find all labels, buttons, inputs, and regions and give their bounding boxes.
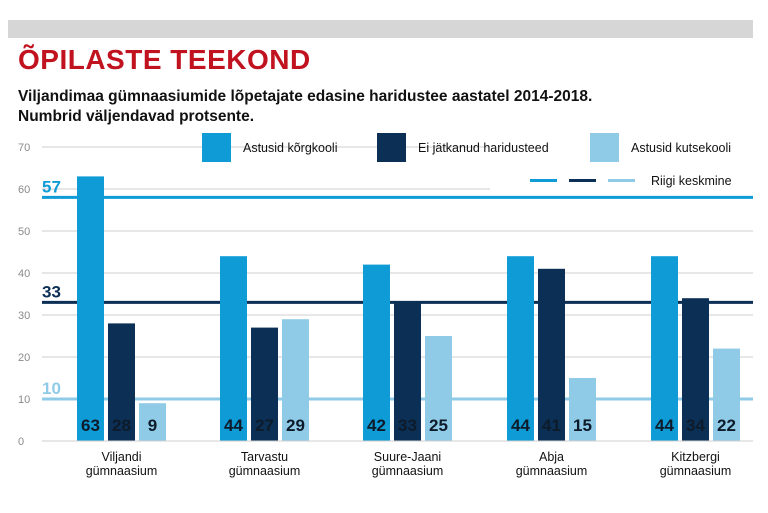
legend-label: Astusid kutsekooli [631, 141, 731, 155]
bar [139, 403, 166, 441]
bar [77, 176, 104, 441]
chart-subtitle: Viljandimaa gümnaasiumide lõpetajate eda… [18, 87, 592, 127]
legend-reference-dash [608, 179, 635, 182]
bar [651, 256, 678, 441]
bar-value-label: 44 [511, 416, 530, 435]
bar [538, 268, 565, 441]
bar-value-label: 25 [429, 416, 448, 435]
category-label: Viljandi [101, 450, 141, 464]
category-label: gümnaasium [229, 464, 301, 478]
y-tick-label: 50 [18, 226, 30, 238]
y-tick-label: 70 [18, 142, 30, 154]
reference-line-label: 33 [42, 282, 61, 301]
legend-reference-dash [569, 179, 596, 182]
bar-value-label: 27 [255, 416, 274, 435]
legend-label: Astusid kõrgkooli [243, 141, 338, 155]
bar-value-label: 44 [655, 416, 674, 435]
chart-title: ÕPILASTE TEEKOND [18, 44, 311, 75]
y-tick-label: 30 [18, 310, 30, 322]
top-banner-bar [8, 20, 753, 38]
legend-swatch [377, 133, 406, 162]
bar-value-label: 22 [717, 416, 736, 435]
legend-label: Ei jätkanud haridusteed [418, 141, 549, 155]
bar [251, 327, 278, 441]
bar-value-label: 34 [686, 416, 705, 435]
bar-value-label: 15 [573, 416, 592, 435]
subtitle-line-1: Viljandimaa gümnaasiumide lõpetajate eda… [18, 88, 593, 105]
bar-value-label: 33 [398, 416, 417, 435]
category-label: Tarvastu [241, 450, 288, 464]
legend-swatch [590, 133, 619, 162]
bar-value-label: 9 [148, 416, 157, 435]
bar [394, 302, 421, 441]
bar [108, 323, 135, 441]
bar-value-label: 63 [81, 416, 100, 435]
category-label: Abja [539, 450, 564, 464]
bar-value-label: 44 [224, 416, 243, 435]
y-tick-label: 40 [18, 268, 30, 280]
bar-value-label: 28 [112, 416, 131, 435]
bar-value-label: 42 [367, 416, 386, 435]
legend-swatch [202, 133, 231, 162]
category-label: gümnaasium [516, 464, 588, 478]
subtitle-line-2: Numbrid väljendavad protsente. [18, 108, 254, 125]
bar [569, 378, 596, 441]
category-label: gümnaasium [372, 464, 444, 478]
bar [713, 348, 740, 441]
y-tick-label: 10 [18, 394, 30, 406]
bar [682, 298, 709, 441]
category-label: gümnaasium [86, 464, 158, 478]
y-tick-label: 20 [18, 352, 30, 364]
bar [425, 336, 452, 441]
category-label: Kitzbergi [671, 450, 720, 464]
bar-value-label: 41 [542, 416, 561, 435]
bar [282, 319, 309, 441]
category-label: Suure-Jaani [374, 450, 441, 464]
bar [363, 264, 390, 441]
bar-value-label: 29 [286, 416, 305, 435]
category-label: gümnaasium [660, 464, 732, 478]
legend-reference-dash [530, 179, 557, 182]
y-tick-label: 0 [18, 436, 24, 448]
legend-reference-label: Riigi keskmine [651, 174, 732, 188]
bar [220, 256, 247, 441]
bar [507, 256, 534, 441]
y-tick-label: 60 [18, 184, 30, 196]
reference-line-label: 57 [42, 177, 61, 196]
reference-line-label: 10 [42, 379, 61, 398]
